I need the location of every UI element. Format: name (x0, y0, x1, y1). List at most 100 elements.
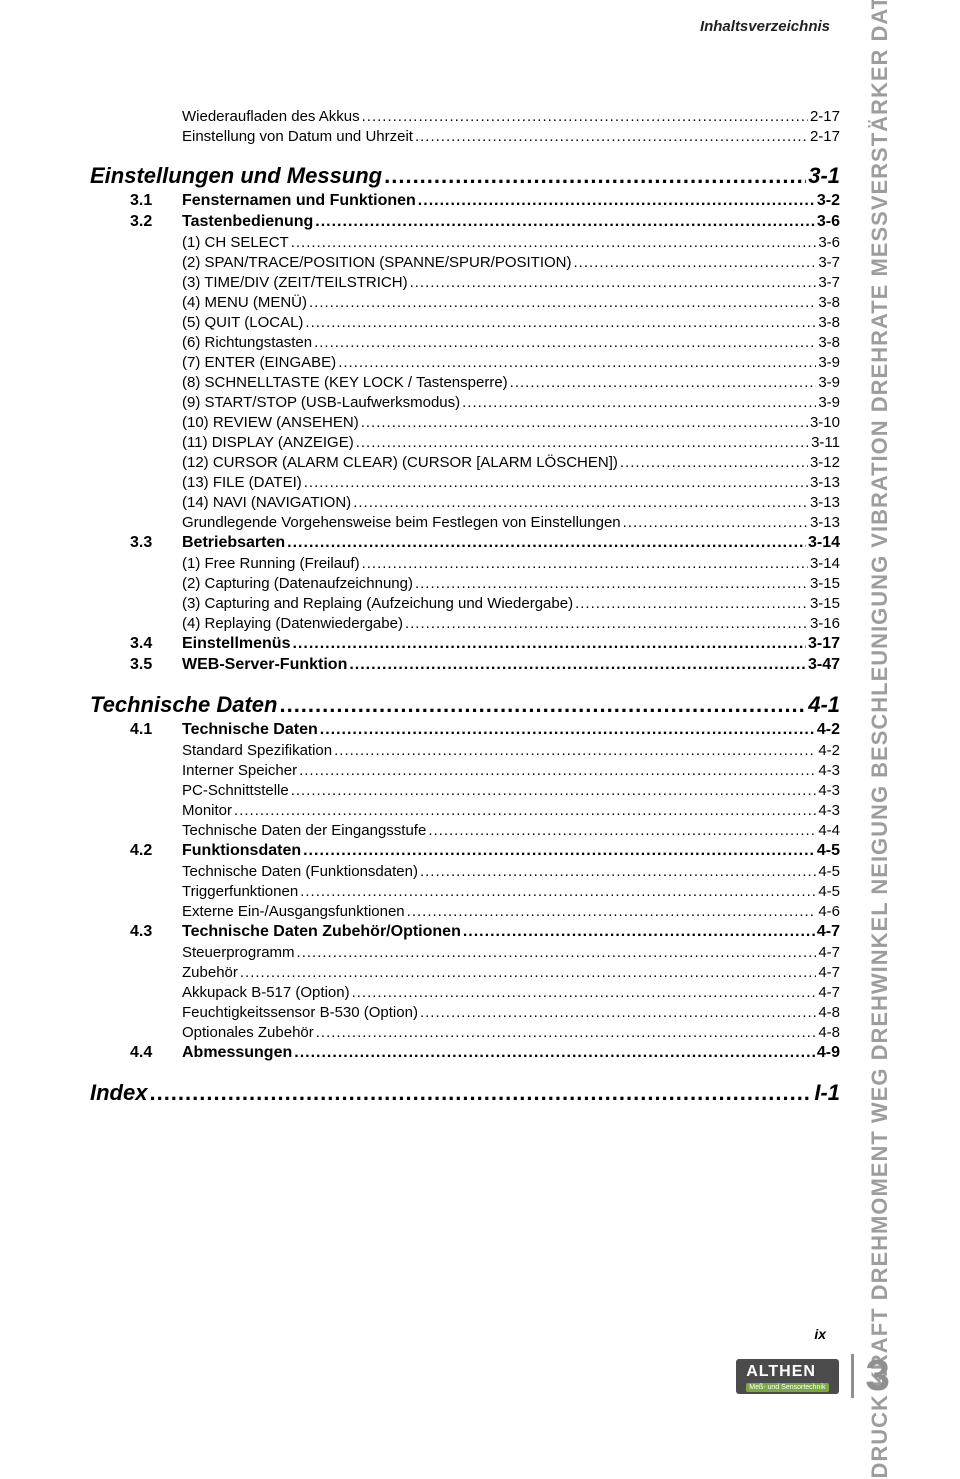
toc-entry: (9) START/STOP (USB-Laufwerksmodus) 3-9 (90, 394, 840, 411)
toc-entry-label: Einstellung von Datum und Uhrzeit (182, 128, 413, 145)
toc-entry: Externe Ein-/Ausgangsfunktionen4-6 (90, 903, 840, 920)
toc-entry-number: 4.3 (130, 923, 182, 941)
toc-entry-page: 4-7 (818, 944, 840, 961)
toc-entry-label: (3) Capturing and Replaing (Aufzeichung … (182, 595, 573, 612)
toc-entry-label: 3.4Einstellmenüs (130, 635, 290, 653)
toc-entry: Standard Spezifikation4-2 (90, 742, 840, 759)
toc-leader-dots (292, 635, 805, 653)
toc-entry: Einstellungen und Messung3-1 (90, 163, 840, 189)
toc-entry-number: 4.1 (130, 721, 182, 739)
toc-entry-number: 3.5 (130, 656, 182, 674)
toc-entry-page: 4-7 (818, 984, 840, 1001)
toc-leader-dots (334, 742, 816, 759)
toc-entry: (11) DISPLAY (ANZEIGE)3-11 (90, 434, 840, 451)
toc-leader-dots (463, 923, 815, 941)
toc-entry-page: 3-7 (818, 274, 840, 291)
toc-entry: (3) Capturing and Replaing (Aufzeichung … (90, 595, 840, 612)
toc-leader-dots (352, 984, 817, 1001)
toc-leader-dots (510, 374, 817, 391)
toc-entry-label: Wiederaufladen des Akkus (182, 108, 360, 125)
toc-entry-label: (8) SCHNELLTASTE (KEY LOCK / Tastensperr… (182, 374, 508, 391)
toc-entry-number: 3.4 (130, 635, 182, 653)
toc-leader-dots (428, 822, 816, 839)
toc-entry-page: 4-7 (817, 923, 840, 941)
toc-entry-page: 4-8 (818, 1024, 840, 1041)
toc-leader-dots (315, 213, 815, 231)
toc-entry: 3.1Fensternamen und Funktionen3-2 (90, 192, 840, 210)
toc-leader-dots (149, 1080, 812, 1106)
toc-leader-dots (279, 692, 806, 718)
toc-entry-page: 4-7 (818, 964, 840, 981)
toc-entry-label: Monitor (182, 802, 232, 819)
toc-entry: Triggerfunktionen4-5 (90, 883, 840, 900)
toc-entry-label: Grundlegende Vorgehensweise beim Festleg… (182, 514, 621, 531)
toc-leader-dots (353, 494, 808, 511)
toc-leader-dots (240, 964, 816, 981)
toc-entry-page: 4-2 (818, 742, 840, 759)
toc-entry: 4.2Funktionsdaten4-5 (90, 842, 840, 860)
toc-entry-page: 3-14 (810, 555, 840, 572)
toc-leader-dots (361, 414, 808, 431)
toc-leader-dots (415, 128, 808, 145)
toc-entry-page: 4-8 (818, 1004, 840, 1021)
toc-entry-label: 3.3Betriebsarten (130, 534, 285, 552)
header-section-label: Inhaltsverzeichnis (700, 18, 830, 35)
toc-entry: Interner Speicher4-3 (90, 762, 840, 779)
toc-entry-label: (1) Free Running (Freilauf) (182, 555, 360, 572)
toc-leader-dots (362, 555, 808, 572)
toc-entry-label: (7) ENTER (EINGABE) (182, 354, 336, 371)
toc-leader-dots (299, 762, 816, 779)
toc-entry: Akkupack B-517 (Option)4-7 (90, 984, 840, 1001)
toc-entry-page: 4-5 (818, 863, 840, 880)
toc-entry: 4.3Technische Daten Zubehör/Optionen 4-7 (90, 923, 840, 941)
toc-entry: (6) Richtungstasten3-8 (90, 334, 840, 351)
toc-leader-dots (320, 721, 815, 739)
toc-leader-dots (574, 254, 817, 271)
toc-entry-label: (14) NAVI (NAVIGATION) (182, 494, 351, 511)
toc-entry: 3.5WEB-Server-Funktion3-47 (90, 656, 840, 674)
toc-entry: Optionales Zubehör4-8 (90, 1024, 840, 1041)
toc-entry-page: 3-13 (810, 514, 840, 531)
toc-entry: (10) REVIEW (ANSEHEN)3-10 (90, 414, 840, 431)
toc-leader-dots (305, 314, 816, 331)
toc-leader-dots (620, 454, 808, 471)
toc-entry-page: 4-2 (817, 721, 840, 739)
toc-leader-dots (418, 192, 815, 210)
toc-entry: 4.4Abmessungen4-9 (90, 1044, 840, 1062)
toc-leader-dots (575, 595, 808, 612)
toc-leader-dots (420, 1004, 816, 1021)
toc-entry-label: (9) START/STOP (USB-Laufwerksmodus) (182, 394, 460, 411)
toc-leader-dots (294, 1044, 815, 1062)
toc-entry: 3.2Tastenbedienung3-6 (90, 213, 840, 231)
brand-logo: ALTHEN Meß- und Sensortechnik (736, 1359, 838, 1394)
toc-entry-page: 3-2 (817, 192, 840, 210)
toc-entry-label: (3) TIME/DIV (ZEIT/TEILSTRICH) (182, 274, 408, 291)
toc-entry-label: Interner Speicher (182, 762, 297, 779)
toc-entry-label: 4.2Funktionsdaten (130, 842, 301, 860)
table-of-contents: Wiederaufladen des Akkus2-17 Einstellung … (90, 108, 840, 1106)
toc-entry: Zubehör4-7 (90, 964, 840, 981)
toc-leader-dots (405, 615, 808, 632)
toc-entry-page: 3-9 (818, 354, 840, 371)
toc-entry: (4) Replaying (Datenwiedergabe)3-16 (90, 615, 840, 632)
toc-entry-label: Feuchtigkeitssensor B-530 (Option) (182, 1004, 418, 1021)
toc-entry: Technische Daten der Eingangsstufe4-4 (90, 822, 840, 839)
toc-entry-label: 4.3Technische Daten Zubehör/Optionen (130, 923, 461, 941)
toc-entry-page: 3-47 (808, 656, 840, 674)
toc-entry: 3.4Einstellmenüs3-17 (90, 635, 840, 653)
toc-entry-label: (2) SPAN/TRACE/POSITION (SPANNE/SPUR/POS… (182, 254, 572, 271)
toc-entry: (3) TIME/DIV (ZEIT/TEILSTRICH) 3-7 (90, 274, 840, 291)
toc-entry-page: 3-1 (808, 163, 840, 189)
toc-entry-label: Technische Daten der Eingangsstufe (182, 822, 426, 839)
toc-entry: (4) MENU (MENÜ)3-8 (90, 294, 840, 311)
side-category-label: DRUCK KRAFT DREHMOMENT WEG DREHWINKEL NE… (860, 40, 900, 1300)
toc-entry-label: 3.2Tastenbedienung (130, 213, 313, 231)
toc-entry-number: 4.2 (130, 842, 182, 860)
toc-entry: Wiederaufladen des Akkus2-17 (90, 108, 840, 125)
toc-entry-label: Technische Daten (Funktionsdaten) (182, 863, 418, 880)
toc-entry-label: (11) DISPLAY (ANZEIGE) (182, 434, 354, 451)
toc-entry-number: 3.2 (130, 213, 182, 231)
toc-entry-page: 3-9 (818, 394, 840, 411)
toc-entry-label: (10) REVIEW (ANSEHEN) (182, 414, 359, 431)
document-page: Inhaltsverzeichnis DRUCK KRAFT DREHMOMEN… (0, 0, 960, 1418)
